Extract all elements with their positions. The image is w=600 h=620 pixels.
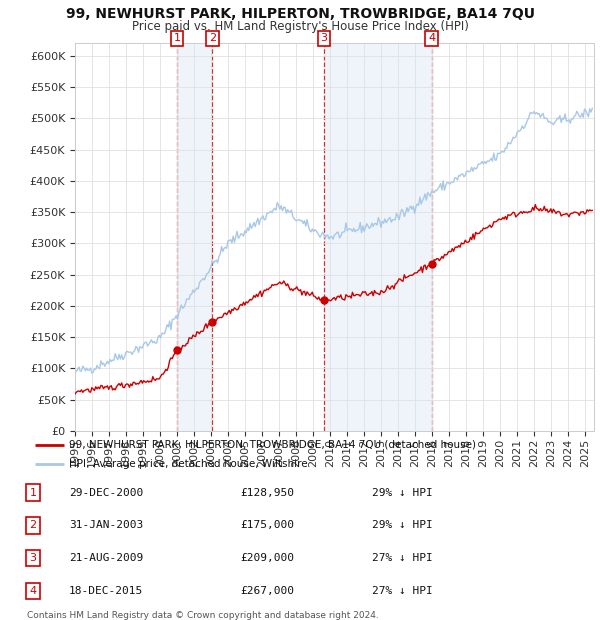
Text: 21-AUG-2009: 21-AUG-2009 — [69, 553, 143, 564]
Text: 4: 4 — [428, 33, 435, 43]
Text: 31-JAN-2003: 31-JAN-2003 — [69, 520, 143, 531]
Text: 4: 4 — [29, 586, 37, 596]
Text: £209,000: £209,000 — [240, 553, 294, 564]
Text: Contains HM Land Registry data © Crown copyright and database right 2024.
This d: Contains HM Land Registry data © Crown c… — [27, 611, 379, 620]
Text: 1: 1 — [173, 33, 181, 43]
Text: 2: 2 — [29, 520, 37, 531]
Text: 99, NEWHURST PARK, HILPERTON, TROWBRIDGE, BA14 7QU (detached house): 99, NEWHURST PARK, HILPERTON, TROWBRIDGE… — [70, 440, 476, 450]
Text: 2: 2 — [209, 33, 216, 43]
Text: 27% ↓ HPI: 27% ↓ HPI — [372, 553, 433, 564]
Text: 18-DEC-2015: 18-DEC-2015 — [69, 586, 143, 596]
Bar — [324, 43, 431, 431]
Text: 29% ↓ HPI: 29% ↓ HPI — [372, 520, 433, 531]
Text: 3: 3 — [320, 33, 328, 43]
Text: 29-DEC-2000: 29-DEC-2000 — [69, 487, 143, 498]
Bar — [177, 43, 212, 431]
Text: £267,000: £267,000 — [240, 586, 294, 596]
Text: £128,950: £128,950 — [240, 487, 294, 498]
Text: 99, NEWHURST PARK, HILPERTON, TROWBRIDGE, BA14 7QU: 99, NEWHURST PARK, HILPERTON, TROWBRIDGE… — [65, 7, 535, 22]
Text: 29% ↓ HPI: 29% ↓ HPI — [372, 487, 433, 498]
Text: £175,000: £175,000 — [240, 520, 294, 531]
Text: HPI: Average price, detached house, Wiltshire: HPI: Average price, detached house, Wilt… — [70, 459, 308, 469]
Text: 27% ↓ HPI: 27% ↓ HPI — [372, 586, 433, 596]
Text: Price paid vs. HM Land Registry's House Price Index (HPI): Price paid vs. HM Land Registry's House … — [131, 20, 469, 33]
Text: 1: 1 — [29, 487, 37, 498]
Text: 3: 3 — [29, 553, 37, 564]
